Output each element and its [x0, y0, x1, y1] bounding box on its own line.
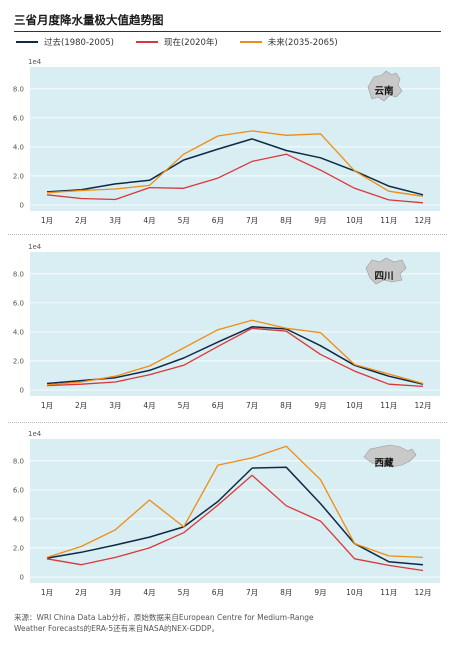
exponent-label: 1e4	[28, 243, 42, 251]
x-tick-label: 8月	[280, 401, 292, 410]
source-note: 来源：WRI China Data Lab分析，原始数据来自European C…	[14, 612, 314, 634]
legend-item-present: 现在(2020年)	[135, 36, 218, 48]
province-label: 四川	[374, 271, 393, 282]
x-tick-label: 5月	[178, 401, 190, 410]
legend-item-future: 未来(2035-2065)	[239, 36, 338, 48]
y-tick-label: 2.0	[13, 357, 24, 365]
x-tick-label: 1月	[41, 588, 53, 597]
x-tick-label: 11月	[380, 401, 397, 410]
y-tick-label: 8.0	[13, 457, 24, 465]
province-map-icon	[365, 257, 407, 285]
x-tick-label: 9月	[314, 401, 326, 410]
legend-swatch-past	[16, 41, 38, 43]
x-tick-label: 12月	[414, 216, 431, 225]
province-shape	[363, 444, 417, 468]
x-tick-label: 7月	[246, 588, 258, 597]
province-shape	[365, 257, 407, 285]
y-tick-label: 8.0	[13, 85, 24, 93]
x-tick-label: 10月	[346, 401, 363, 410]
x-tick-label: 9月	[314, 588, 326, 597]
x-tick-label: 1月	[41, 401, 53, 410]
x-tick-label: 4月	[143, 216, 155, 225]
x-tick-label: 6月	[212, 216, 224, 225]
x-tick-label: 5月	[178, 588, 190, 597]
x-tick-label: 3月	[109, 401, 121, 410]
x-tick-label: 10月	[346, 216, 363, 225]
series-line-present	[46, 327, 424, 388]
province-map-icon	[367, 70, 403, 102]
x-tick-label: 11月	[380, 588, 397, 597]
x-tick-label: 3月	[109, 216, 121, 225]
series-line-future	[46, 130, 424, 197]
x-tick-label: 11月	[380, 216, 397, 225]
province-label: 西藏	[374, 457, 394, 469]
x-tick-label: 6月	[212, 588, 224, 597]
x-tick-label: 2月	[75, 401, 87, 410]
series-line-past	[46, 466, 424, 566]
y-tick-label: 6.0	[13, 486, 24, 494]
province-map-icon	[363, 444, 417, 468]
yunnan-chart: 1e4 0 2.0 4.0 6.0 8.0 1月 2月 3月 4月 5月 6月 7月 8月 9月 10月 11月…	[13, 58, 440, 225]
x-tick-label: 9月	[314, 216, 326, 225]
x-tick-label: 7月	[246, 401, 258, 410]
legend-label-future: 未来(2035-2065)	[267, 38, 338, 48]
title-rule	[14, 31, 441, 32]
x-tick-label: 8月	[280, 588, 292, 597]
source-note-line-1: 来源：WRI China Data Lab分析，原始数据来自European C…	[14, 613, 314, 622]
sichuan-chart: 1e4 0 2.0 4.0 6.0 8.0 1月 2月 3月 4月 5月 6月 7月 8月 9月 10月 11月…	[13, 243, 440, 410]
x-tick-label: 1月	[41, 216, 53, 225]
x-tick-label: 2月	[75, 216, 87, 225]
x-tick-label: 4月	[143, 588, 155, 597]
x-tick-label: 6月	[212, 401, 224, 410]
x-tick-label: 12月	[414, 401, 431, 410]
y-tick-label: 6.0	[13, 299, 24, 307]
x-tick-label: 2月	[75, 588, 87, 597]
x-tick-label: 4月	[143, 401, 155, 410]
y-tick-label: 4.0	[13, 143, 24, 151]
series-line-future	[46, 445, 424, 559]
xizang-chart: 1e4 0 2.0 4.0 6.0 8.0 1月 2月 3月 4月 5月 6月 7月 8月 9月 10月 11月…	[13, 430, 440, 597]
y-tick-label: 4.0	[13, 328, 24, 336]
x-tick-label: 3月	[109, 588, 121, 597]
panel-divider	[8, 234, 447, 235]
y-tick-label: 0	[20, 574, 24, 582]
legend-label-past: 过去(1980-2005)	[44, 38, 114, 48]
x-tick-label: 8月	[280, 216, 292, 225]
legend-swatch-future	[239, 41, 262, 43]
y-tick-label: 0	[20, 202, 24, 210]
series-line-past	[46, 326, 424, 385]
legend-label-present: 现在(2020年)	[163, 38, 218, 48]
legend: 过去(1980-2005) 现在(2020年) 未来(2035-2065)	[16, 36, 338, 48]
x-tick-label: 10月	[346, 588, 363, 597]
series-line-past	[46, 138, 424, 196]
province-shape	[367, 70, 403, 102]
source-note-line-2: Weather Forecasts的ERA-5还有来自NASA的NEX-GDDP…	[14, 624, 219, 633]
y-tick-label: 6.0	[13, 114, 24, 122]
y-tick-label: 2.0	[13, 544, 24, 552]
series-line-future	[46, 319, 424, 386]
x-tick-label: 5月	[178, 216, 190, 225]
exponent-label: 1e4	[28, 430, 42, 438]
exponent-label: 1e4	[28, 58, 42, 66]
chart-title: 三省月度降水量极大值趋势图	[14, 13, 164, 27]
y-tick-label: 0	[20, 387, 24, 395]
y-tick-label: 8.0	[13, 270, 24, 278]
legend-item-past: 过去(1980-2005)	[16, 36, 114, 48]
y-tick-label: 4.0	[13, 515, 24, 523]
province-label: 云南	[374, 85, 394, 97]
x-tick-label: 7月	[246, 216, 258, 225]
series-line-present	[46, 474, 424, 572]
x-tick-label: 12月	[414, 588, 431, 597]
y-tick-label: 2.0	[13, 172, 24, 180]
panel-divider	[8, 422, 447, 423]
series-line-present	[46, 153, 424, 204]
legend-swatch-present	[135, 41, 158, 43]
